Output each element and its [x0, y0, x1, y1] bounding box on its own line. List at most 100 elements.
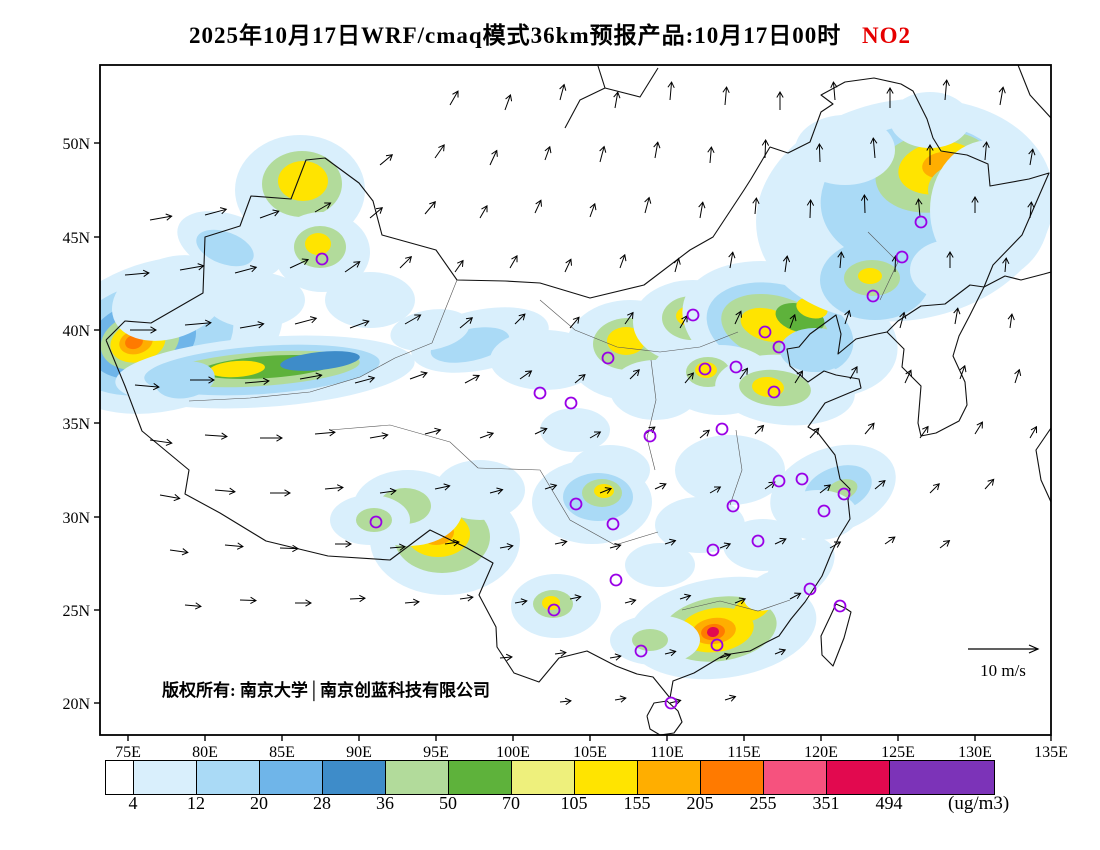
wind-arrow-shaft	[863, 194, 866, 214]
wind-arrow-head	[452, 539, 460, 547]
boundary-line	[564, 65, 606, 129]
wind-arrow-shaft	[609, 544, 621, 549]
city-marker	[817, 504, 831, 518]
wind-arrow-shaft	[954, 308, 959, 325]
colorbar-tick-label: 50	[439, 793, 457, 813]
wind-arrow	[673, 257, 681, 273]
city-marker	[710, 638, 724, 652]
wind-arrow-shaft	[204, 434, 227, 438]
wind-arrow-head	[659, 482, 667, 490]
wind-arrow-head	[219, 207, 228, 215]
wind-arrow	[734, 597, 747, 605]
concentration-region	[325, 272, 415, 328]
wind-arrow-shaft	[679, 595, 691, 600]
wind-arrow-head	[599, 145, 607, 153]
lon-label: 75E	[115, 744, 141, 761]
concentration-fill-layer	[100, 92, 1051, 680]
wind-arrow	[789, 313, 797, 329]
wind-arrow-shaft	[564, 259, 572, 273]
concentration-region	[910, 240, 990, 300]
wind-arrow	[942, 79, 950, 101]
wind-arrow-head	[564, 697, 572, 706]
wind-arrow-shaft	[314, 202, 331, 213]
wind-arrow-head	[305, 599, 312, 607]
wind-arrow-shaft	[734, 311, 742, 325]
wind-arrow	[679, 593, 692, 601]
wind-arrow-shaft	[424, 201, 436, 215]
wind-arrow-shaft	[239, 599, 257, 602]
lon-label: 120E	[804, 744, 838, 761]
lon-label: 90E	[346, 744, 372, 761]
concentration-region	[111, 255, 229, 341]
wind-arrow-head	[776, 91, 784, 98]
wind-arrow-head	[594, 431, 602, 438]
wind-arrow-shaft	[829, 541, 841, 549]
wind-arrow-head	[284, 489, 291, 497]
city-marker	[706, 543, 720, 557]
wind-arrow-head	[276, 434, 283, 442]
colorbar-tick-label: 494	[875, 793, 903, 813]
wind-arrow-head	[619, 253, 627, 262]
wind-arrow-shaft	[589, 203, 596, 218]
wind-arrow	[459, 317, 474, 329]
wind-arrow-shaft	[519, 370, 532, 380]
wind-arrow	[819, 484, 832, 494]
wind-arrow-head	[165, 438, 173, 446]
wind-arrow-head	[998, 86, 1006, 94]
colorbar-unit: (ug/m3)	[948, 793, 1010, 814]
wind-arrow	[389, 543, 406, 551]
city-marker	[533, 386, 547, 400]
wind-arrow	[644, 196, 652, 214]
wind-arrow-head	[613, 91, 621, 99]
wind-arrow-shaft	[1029, 149, 1034, 166]
colorbar-segment	[701, 761, 764, 794]
wind-arrow	[544, 145, 552, 161]
wind-arrow-head	[779, 537, 787, 545]
wind-arrow-head	[491, 149, 498, 157]
wind-arrow-head	[262, 377, 270, 385]
wind-arrow-head	[165, 213, 173, 221]
colorbar-tick-label: 20	[250, 793, 268, 813]
wind-arrow-head	[1014, 368, 1022, 377]
city-marker	[914, 215, 928, 229]
wind-arrow-shaft	[839, 252, 842, 269]
wind-arrow-head	[438, 144, 445, 152]
wind-arrow-head	[959, 364, 967, 373]
concentration-region	[625, 543, 695, 587]
boundary-line	[983, 271, 1051, 288]
wind-arrow-shaft	[239, 323, 264, 329]
wind-arrow	[794, 370, 803, 384]
wind-arrow-shaft	[479, 432, 494, 439]
wind-arrow-head	[457, 259, 464, 267]
wind-arrow-head	[336, 484, 344, 492]
wind-arrow-head	[250, 596, 257, 605]
wind-arrow-head	[982, 141, 990, 149]
wind-arrow	[294, 316, 318, 325]
wind-arrow-head	[851, 366, 858, 374]
wind-arrow-head	[150, 326, 157, 334]
wind-arrow	[974, 421, 983, 435]
province-line	[867, 231, 899, 301]
wind-arrow	[434, 483, 451, 491]
wind-arrow	[782, 255, 791, 273]
wind-arrow-head	[486, 431, 495, 439]
colorbar-segment	[512, 761, 575, 794]
wind-arrow-head	[812, 427, 820, 435]
wind-arrow	[279, 544, 299, 553]
wind-arrow-head	[472, 374, 481, 382]
wind-arrow-head	[619, 695, 627, 703]
wind-arrow	[224, 542, 244, 550]
lon-label: 100E	[496, 744, 530, 761]
city-marker	[772, 340, 786, 354]
lon-label: 85E	[269, 744, 295, 761]
wind-arrow-head	[443, 483, 451, 491]
wind-arrow-shaft	[454, 260, 464, 273]
wind-arrow-shaft	[434, 144, 445, 159]
wind-arrow	[214, 487, 236, 495]
wind-arrow	[459, 594, 474, 602]
wind-arrow	[739, 367, 749, 380]
wind-arrow-head	[309, 316, 318, 324]
wind-arrow-shaft	[204, 208, 227, 216]
wind-arrow-head	[953, 307, 961, 315]
wind-arrow-shaft	[559, 84, 565, 101]
